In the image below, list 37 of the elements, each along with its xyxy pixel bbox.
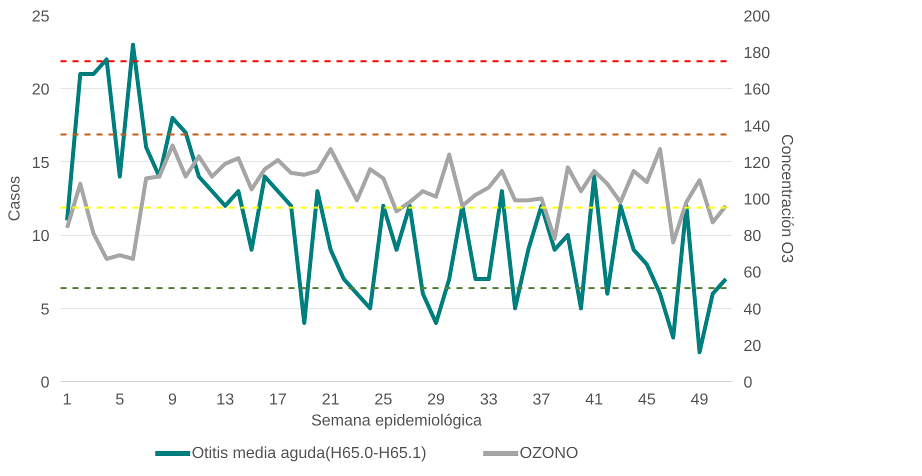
y-tick-label: 25 [32,8,50,26]
x-tick-label: 13 [216,392,234,408]
x-tick-label: 25 [374,392,392,408]
x-tick-label: 29 [427,392,446,408]
x-tick-label: 17 [269,392,287,408]
line-series [65,42,728,354]
y2-axis-title: Concentración O3 [778,134,796,264]
y2-tick-label: 200 [744,8,770,26]
x-tick-label: 1 [62,392,72,408]
y2-tick-label: 180 [744,45,770,62]
y2-tick-label: 20 [744,338,762,355]
x-tick-label: 45 [638,392,656,408]
x-tick-label: 41 [585,392,604,408]
x-axis-title: Semana epidemiológica [311,412,482,430]
x-tick-label: 21 [322,392,340,408]
y2-tick-label: 40 [744,301,762,318]
legend-label: Otitis media aguda(H65.0-H65.1) [192,445,426,462]
x-tick-label: 37 [532,392,550,408]
y2-tick-label: 160 [744,82,770,99]
x-tick-label: 9 [168,392,178,408]
y-tick-label: 5 [40,301,50,318]
y-axis-title: Casos [6,176,24,222]
y2-tick-label: 60 [744,264,762,282]
y2-tick-label: 120 [744,154,770,172]
y-tick-label: 15 [32,154,50,172]
y2-tick-label: 0 [744,374,752,392]
y-tick-label: 0 [40,374,50,392]
x-tick-label: 49 [690,392,709,408]
x-tick-label: 5 [115,392,124,408]
y-tick-label: 20 [32,82,50,99]
y2-tick-label: 140 [744,118,770,136]
y2-tick-label: 80 [744,228,762,246]
x-tick-label: 33 [480,392,498,408]
legend-label: OZONO [520,445,578,462]
y2-tick-label: 100 [744,192,770,208]
y-tick-label: 10 [32,228,50,246]
line-series [65,143,728,261]
